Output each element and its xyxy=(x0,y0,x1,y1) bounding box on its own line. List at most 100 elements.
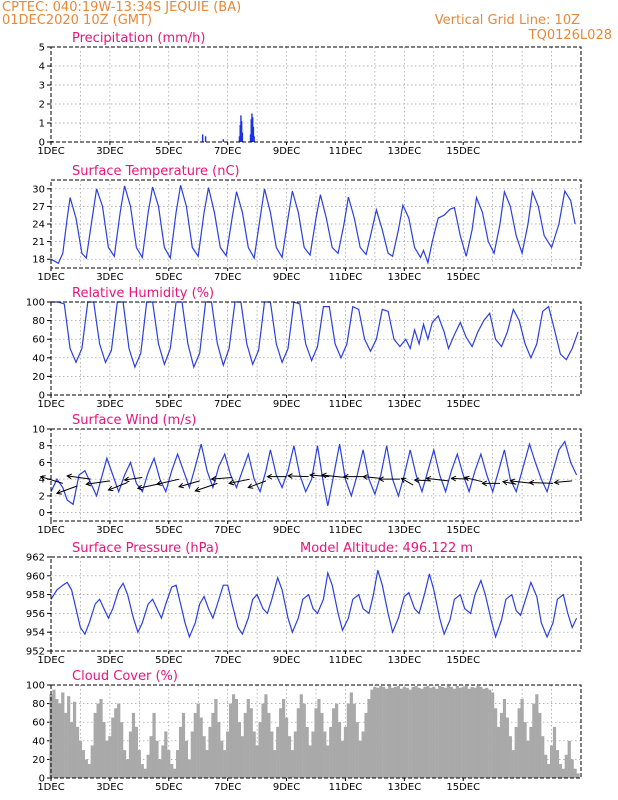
cloud-bar xyxy=(305,726,309,778)
cloud-bar xyxy=(429,687,433,778)
cloud-bar xyxy=(352,703,356,778)
cloud-bar xyxy=(370,689,374,778)
wind-arrowhead xyxy=(107,485,114,492)
cloud-bar xyxy=(72,701,77,778)
cloud-bar xyxy=(417,687,421,778)
cloud-bar xyxy=(476,685,480,778)
pres-xtick-label: 5DEC xyxy=(155,655,182,666)
wind-panel: 0 2 4 6 8 10 1DEC 3DEC 5DEC 7DEC 9DEC 11DEC 13DEC 15D… xyxy=(32,413,582,536)
cloud-bar xyxy=(337,722,342,778)
cloud-bar xyxy=(190,731,194,778)
cloud-bar xyxy=(449,686,454,778)
cloud-bar xyxy=(58,703,62,778)
precip-ytick-label: 5 xyxy=(39,43,45,54)
cloud-bar xyxy=(184,740,189,778)
wind-arrowhead xyxy=(528,479,535,486)
cloud-bar xyxy=(252,731,256,778)
cloud-ytick-label: 80 xyxy=(32,699,45,710)
wind-arrow xyxy=(529,482,554,484)
wind-arrow xyxy=(426,477,449,482)
cloud-bar xyxy=(273,750,277,778)
cloud-bar xyxy=(123,750,127,778)
cloud-bar xyxy=(511,750,515,778)
cloud-bar xyxy=(290,750,295,778)
cloud-bar xyxy=(67,696,71,778)
cloud-bar xyxy=(170,764,174,778)
cloud-bar xyxy=(255,745,259,778)
cloud-bar xyxy=(102,722,106,778)
wind-arrow xyxy=(86,480,110,485)
temp-xtick-label: 7DEC xyxy=(214,272,241,283)
wind-ytick-label: 4 xyxy=(39,475,45,486)
wind-arrowhead xyxy=(450,475,457,482)
pres-subtitle: Model Altitude: 496.122 m xyxy=(300,541,473,556)
cloud-bar xyxy=(70,722,74,778)
cloud-bar xyxy=(358,740,362,778)
header-run-date: 01DEC2020 10Z (GMT) xyxy=(2,13,152,28)
pres-title: Surface Pressure (hPa) xyxy=(72,541,219,556)
cloud-bar xyxy=(93,712,97,778)
cloud-bar xyxy=(549,745,554,778)
cloud-bar xyxy=(176,750,180,778)
cloud-bar xyxy=(52,689,56,778)
cloud-bar xyxy=(208,726,212,778)
cloud-bar xyxy=(302,703,306,778)
cloud-title: Cloud Cover (%) xyxy=(72,669,178,684)
cloud-bar xyxy=(529,726,533,778)
cloud-bar xyxy=(364,712,368,778)
pres-xtick-label: 9DEC xyxy=(273,655,300,666)
cloud-bar xyxy=(264,694,268,778)
cloud-bar xyxy=(137,750,141,778)
rh-panel: 0 20 40 60 80 100 1DEC 3DEC 5DEC 7DEC 9DEC 11DEC 13D… xyxy=(26,286,582,410)
temp-ytick-label: 21 xyxy=(32,237,45,248)
cloud-bar xyxy=(276,726,280,778)
header-model: TQ0126L028 xyxy=(528,28,612,43)
cloud-bar xyxy=(55,698,59,778)
wind-arrow xyxy=(321,474,346,479)
cloud-bar xyxy=(243,712,247,778)
cloud-bar xyxy=(367,698,371,778)
cloud-bar xyxy=(332,708,336,778)
precip-bar xyxy=(109,141,111,142)
wind-xtick-label: 11DEC xyxy=(329,525,363,536)
wind-arrowhead xyxy=(55,489,62,495)
wind-arrowhead xyxy=(378,476,384,483)
cloud-bar xyxy=(414,685,418,778)
cloud-bar xyxy=(128,731,133,778)
cloud-bar xyxy=(111,717,115,778)
cloud-bar xyxy=(538,712,542,778)
cloud-bar xyxy=(411,686,415,778)
wind-arrow xyxy=(124,477,143,481)
wind-arrowhead xyxy=(66,473,73,480)
cloud-bar xyxy=(443,687,448,778)
cloud-bar xyxy=(270,731,274,778)
wind-ytick-label: 2 xyxy=(39,491,45,502)
cloud-bar xyxy=(558,764,562,778)
cloud-bar xyxy=(311,731,315,778)
wind-arrowhead xyxy=(553,479,560,485)
temp-line xyxy=(50,185,576,265)
rh-title: Relative Humidity (%) xyxy=(72,286,214,301)
wind-arrow xyxy=(211,477,233,480)
precip-bar xyxy=(238,136,241,142)
wind-xtick-label: 9DEC xyxy=(273,525,300,536)
rh-xtick-label: 5DEC xyxy=(155,399,182,410)
cloud-bar xyxy=(105,740,109,778)
cloud-bar xyxy=(494,708,498,778)
pres-line xyxy=(50,570,578,639)
cloud-bar xyxy=(388,685,392,778)
wind-xtick-label: 1DEC xyxy=(37,525,64,536)
rh-xtick-label: 1DEC xyxy=(37,399,64,410)
cloud-bar xyxy=(373,686,377,778)
wind-arrow xyxy=(248,480,267,489)
precip-ytick-label: 4 xyxy=(39,62,45,73)
cloud-bar xyxy=(423,686,427,778)
cloud-bar xyxy=(84,759,88,778)
cloud-bar xyxy=(282,698,286,778)
precip-xtick-label: 1DEC xyxy=(37,146,64,157)
temp-panel: 18 21 24 27 30 1DEC 3DEC 5DEC 7DEC 9DEC 11DEC 13DEC… xyxy=(32,164,582,283)
wind-arrow xyxy=(510,480,533,484)
cloud-bar xyxy=(317,698,321,778)
cloud-bar xyxy=(164,731,168,778)
wind-ytick-label: 6 xyxy=(39,458,45,469)
